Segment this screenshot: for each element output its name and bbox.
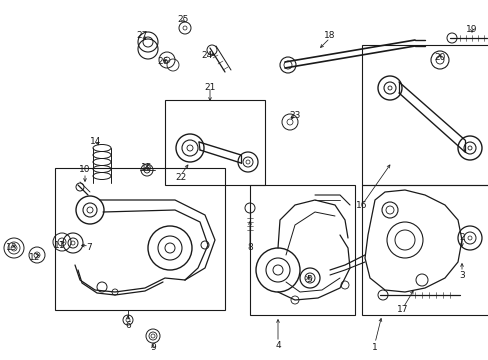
Text: 16: 16 xyxy=(356,201,367,210)
Text: 11: 11 xyxy=(54,240,65,249)
Text: 19: 19 xyxy=(465,26,477,35)
Bar xyxy=(361,45,488,185)
Bar xyxy=(55,168,224,310)
Text: 2: 2 xyxy=(458,234,464,243)
Text: 10: 10 xyxy=(79,166,91,175)
Text: 14: 14 xyxy=(90,138,102,147)
Text: 18: 18 xyxy=(324,31,335,40)
Text: 5: 5 xyxy=(305,275,311,284)
Text: 7: 7 xyxy=(86,243,92,252)
Text: 12: 12 xyxy=(29,253,41,262)
Text: 22: 22 xyxy=(175,174,186,183)
Text: 24: 24 xyxy=(201,50,212,59)
Text: 15: 15 xyxy=(141,163,152,172)
Text: 13: 13 xyxy=(6,243,18,252)
Text: 1: 1 xyxy=(371,343,377,352)
Text: 25: 25 xyxy=(177,15,188,24)
Text: 17: 17 xyxy=(396,306,408,315)
Bar xyxy=(361,185,488,315)
Text: 20: 20 xyxy=(433,54,445,63)
Text: 4: 4 xyxy=(275,341,280,350)
Text: 9: 9 xyxy=(150,343,156,352)
Text: 23: 23 xyxy=(289,111,300,120)
Bar xyxy=(164,100,264,185)
Text: 27: 27 xyxy=(136,31,147,40)
Text: 21: 21 xyxy=(204,84,215,93)
Bar xyxy=(249,185,354,315)
Text: 8: 8 xyxy=(246,243,252,252)
Text: 26: 26 xyxy=(157,58,168,67)
Text: 6: 6 xyxy=(125,320,131,329)
Text: 3: 3 xyxy=(458,270,464,279)
